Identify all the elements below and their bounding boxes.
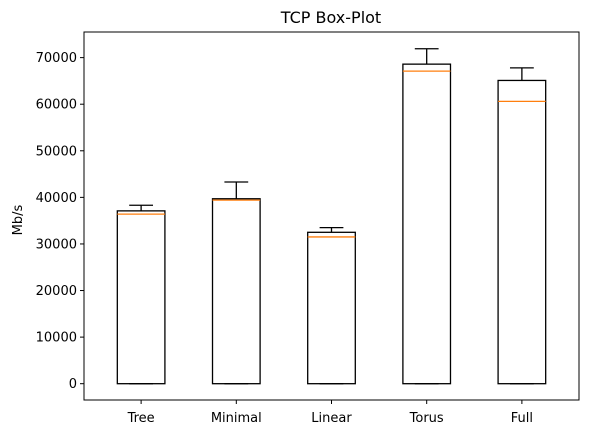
y-tick-label-0: 0 xyxy=(69,377,77,392)
y-tick-label-1: 10000 xyxy=(36,331,77,346)
x-tick-label-linear: Linear xyxy=(311,411,352,426)
x-tick-label-tree: Tree xyxy=(127,411,155,426)
box-linear xyxy=(307,231,356,385)
x-tick-label-minimal: Minimal xyxy=(211,411,262,426)
plot-frame xyxy=(83,31,580,401)
box-minimal xyxy=(211,198,261,385)
y-tick-label-7: 70000 xyxy=(36,51,77,66)
y-tick-label-5: 50000 xyxy=(36,144,77,159)
box-full xyxy=(497,79,547,385)
y-tick-label-2: 20000 xyxy=(36,284,77,299)
box-tree xyxy=(116,210,166,385)
plot-area: 0 10000 20000 30000 40000 50000 60000 70000 Tree… xyxy=(36,48,547,426)
x-tick-label-full: Full xyxy=(511,411,533,426)
y-tick-label-6: 60000 xyxy=(36,98,77,113)
x-tick-label-torus: Torus xyxy=(409,411,444,426)
y-axis-label: Mb/s xyxy=(11,204,26,235)
chart-title: TCP Box-Plot xyxy=(280,8,381,27)
y-tick-label-4: 40000 xyxy=(36,191,77,206)
y-tick-label-3: 30000 xyxy=(36,237,77,252)
box-torus xyxy=(402,63,452,385)
